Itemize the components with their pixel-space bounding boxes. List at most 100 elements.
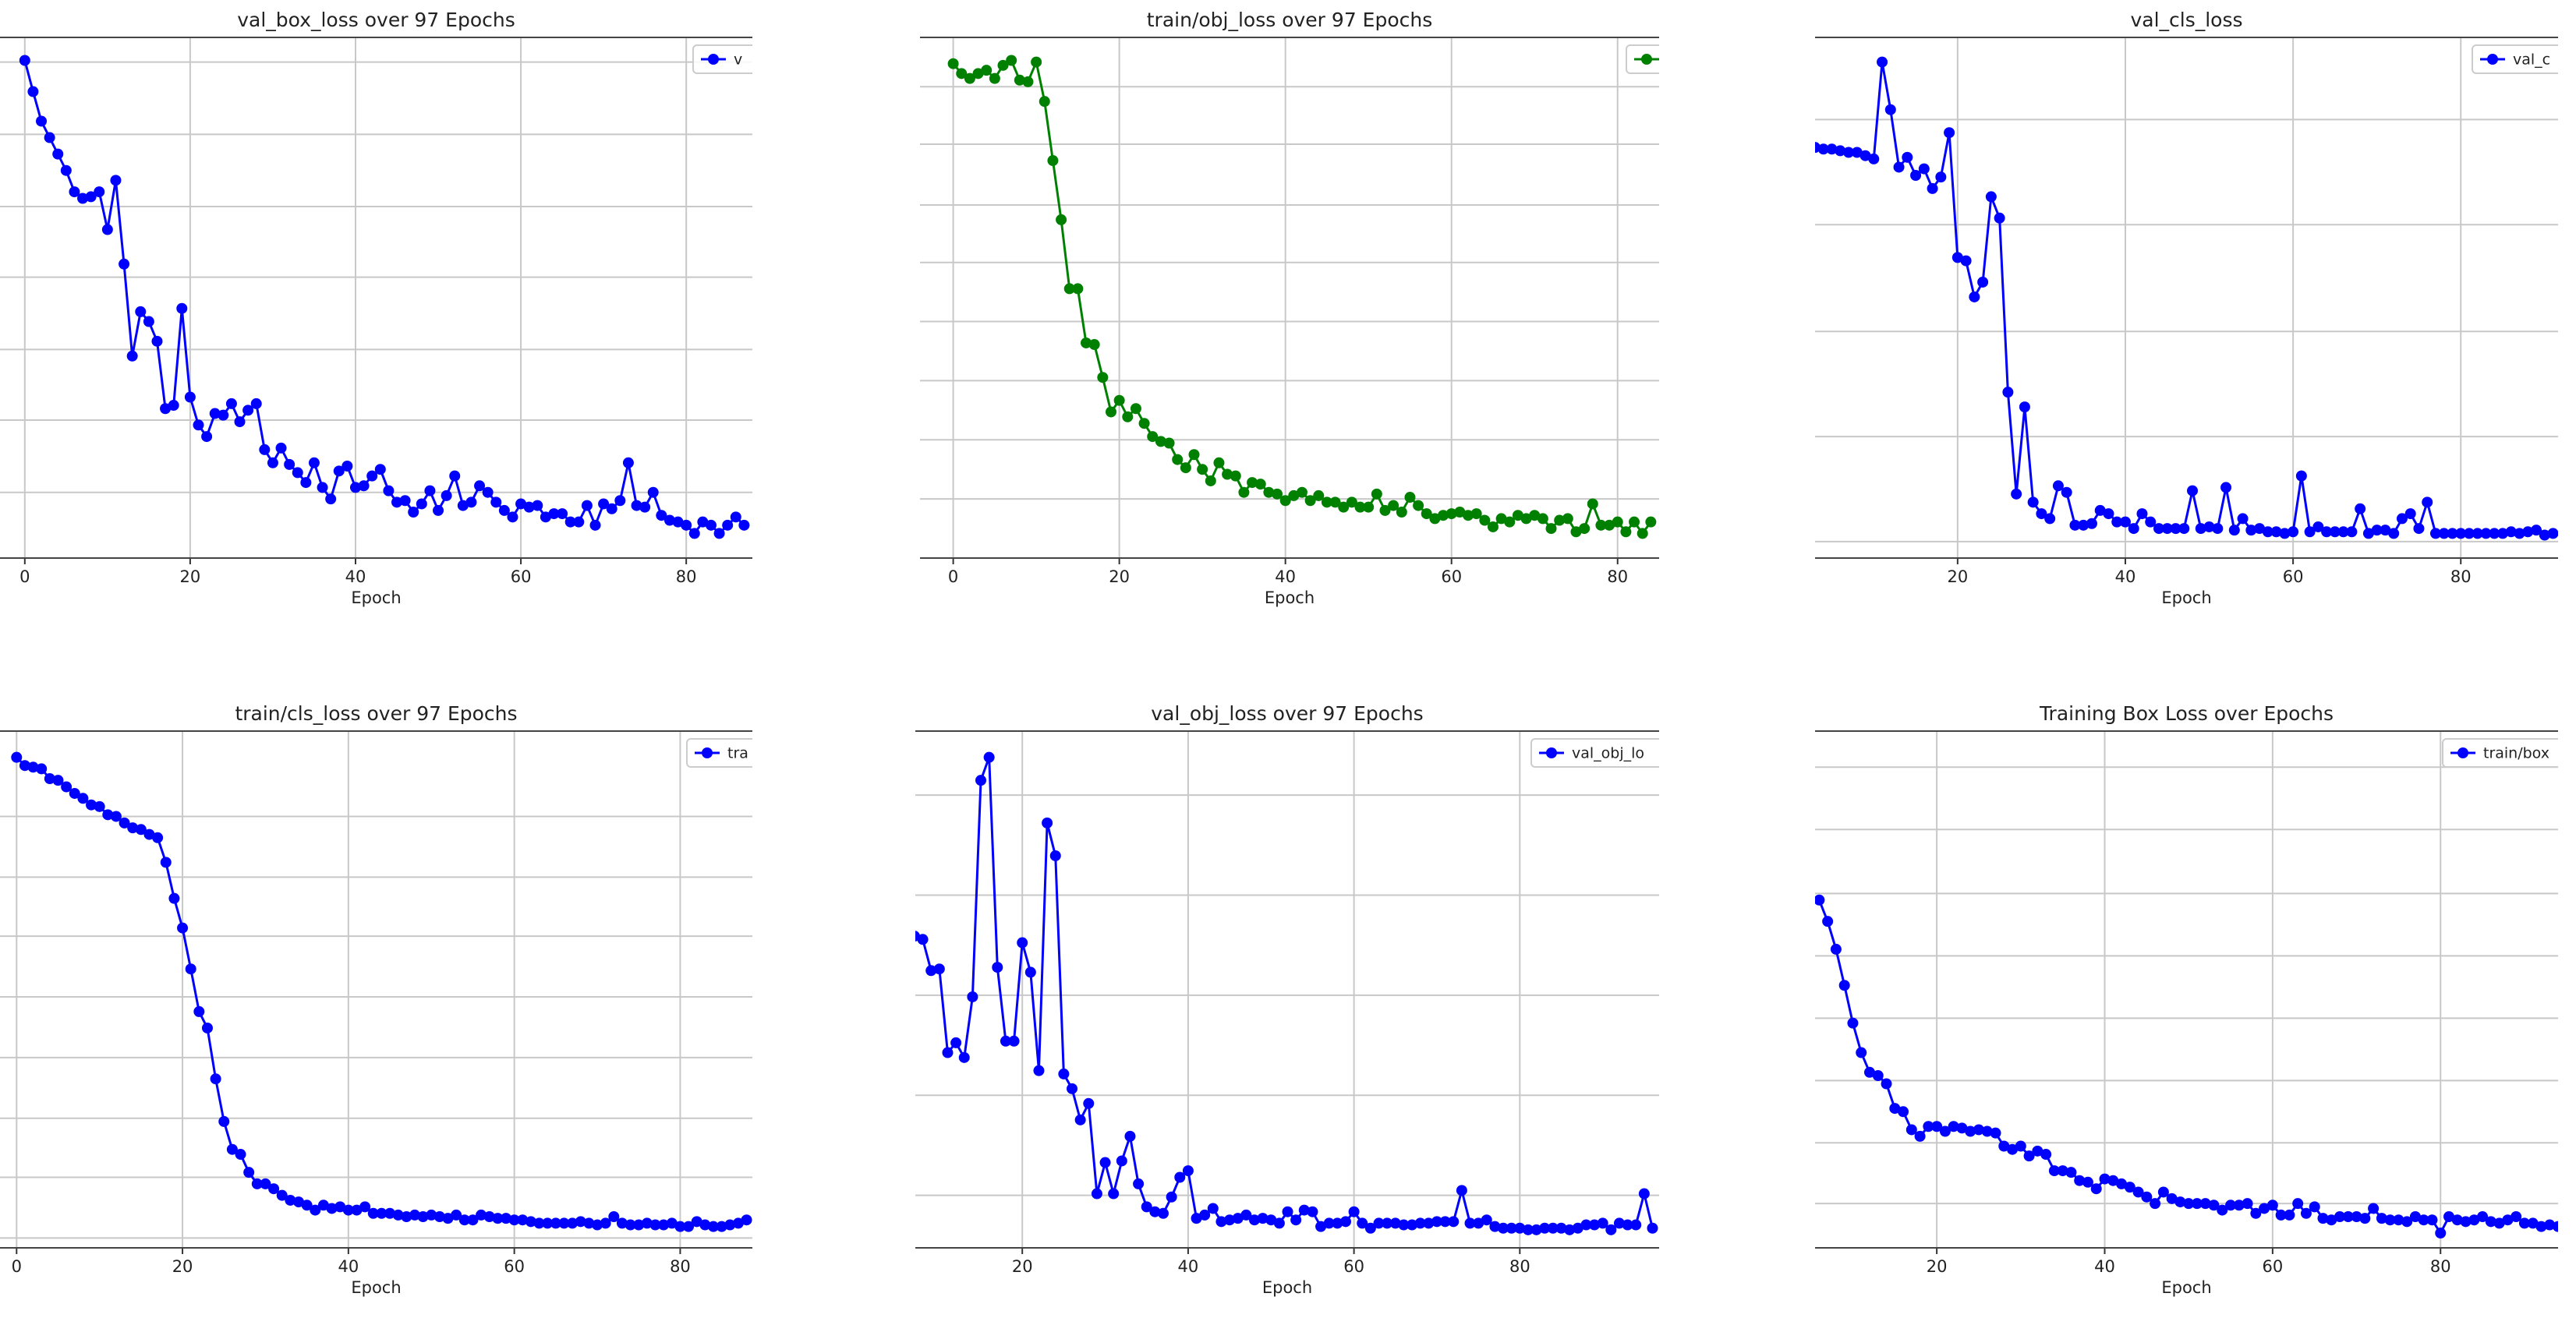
data-point <box>647 486 659 498</box>
data-point <box>705 519 717 531</box>
data-point <box>2245 525 2257 536</box>
data-point <box>293 1196 305 1208</box>
data-point <box>267 457 278 468</box>
data-point <box>250 398 262 409</box>
data-point <box>1398 1219 1410 1231</box>
legend-box <box>2442 738 2558 768</box>
x-tick-label: 0 <box>19 567 30 586</box>
data-point <box>1033 1065 1045 1076</box>
data-point <box>2007 1143 2019 1155</box>
data-point <box>359 1201 371 1213</box>
data-point <box>2477 1211 2489 1223</box>
data-point <box>1130 403 1141 415</box>
data-point <box>2119 516 2131 528</box>
data-point <box>1265 1214 1277 1226</box>
data-point <box>2388 528 2400 539</box>
data-point <box>1348 1206 1360 1217</box>
data-point <box>2203 521 2215 532</box>
data-point <box>1487 521 1499 532</box>
data-point <box>1951 252 1963 263</box>
data-point <box>1893 161 1905 173</box>
data-point <box>683 1221 695 1232</box>
data-point <box>184 391 196 403</box>
data-point <box>724 1219 736 1231</box>
data-point <box>2153 523 2165 535</box>
data-point <box>1555 1222 1567 1234</box>
data-point <box>1232 1213 1244 1224</box>
data-point <box>564 516 576 528</box>
data-point <box>399 495 411 507</box>
data-point <box>992 962 1003 973</box>
data-point <box>2266 1200 2278 1211</box>
data-point <box>1097 372 1109 383</box>
data-point <box>2309 1201 2320 1213</box>
data-point <box>691 1216 702 1228</box>
data-point <box>2225 1200 2237 1211</box>
data-point <box>2208 1200 2220 1211</box>
data-point <box>2429 528 2441 539</box>
data-point <box>2384 1214 2396 1226</box>
data-point <box>426 1209 437 1221</box>
data-point <box>2233 1200 2245 1211</box>
data-point <box>1056 214 1067 225</box>
data-point <box>2157 1186 2169 1198</box>
legend-label: tra <box>727 745 748 762</box>
legend-box <box>1530 738 1659 768</box>
chart-panel: val_cls_loss val_c 20 40 60 80 Epoch <box>1815 9 2558 607</box>
data-point <box>225 398 237 409</box>
data-point <box>2145 516 2157 528</box>
plot-area: val_obj_lo <box>915 731 1659 1248</box>
data-point <box>2019 401 2030 413</box>
data-point <box>958 1051 970 1063</box>
data-point <box>218 409 229 421</box>
data-point <box>2295 470 2307 482</box>
data-point <box>967 991 978 1002</box>
data-point <box>1939 1125 1951 1137</box>
data-point <box>2136 508 2148 520</box>
data-point <box>1830 943 1842 955</box>
data-point <box>1182 1165 1194 1177</box>
data-point <box>1965 1125 1976 1137</box>
legend-marker <box>2487 54 2498 65</box>
data-point <box>2326 1214 2337 1226</box>
chart-title: val_obj_loss over 97 Epochs <box>1151 702 1423 725</box>
data-point <box>300 477 312 489</box>
data-point <box>649 1219 661 1231</box>
data-point <box>1562 513 1573 525</box>
data-point <box>242 405 254 416</box>
x-tick-label: 80 <box>676 567 697 586</box>
data-point <box>1363 501 1375 513</box>
legend: val_c <box>2472 44 2558 74</box>
x-tick-label: 40 <box>2094 1257 2115 1276</box>
data-point <box>2191 1198 2203 1210</box>
data-point <box>1288 489 1300 501</box>
data-point <box>975 775 987 786</box>
data-point <box>2288 526 2299 538</box>
data-point <box>1868 153 1880 164</box>
data-point <box>2413 523 2425 535</box>
data-point <box>1338 501 1350 513</box>
data-point <box>2040 1149 2052 1161</box>
x-tick-label: 60 <box>511 567 532 586</box>
data-point <box>2553 1221 2558 1232</box>
data-point <box>1826 143 1838 155</box>
data-point <box>424 485 436 496</box>
data-point <box>177 922 189 934</box>
data-point <box>1597 1217 1608 1229</box>
data-point <box>1248 1214 1260 1226</box>
data-point <box>1230 470 1241 482</box>
data-point <box>52 775 64 786</box>
data-point <box>349 482 361 493</box>
data-point <box>2321 526 2333 538</box>
data-point <box>1463 510 1474 521</box>
data-point <box>36 763 48 775</box>
x-tick-label: 60 <box>1441 567 1462 586</box>
legend-marker <box>1641 54 1652 65</box>
data-point <box>592 1219 603 1231</box>
data-point <box>622 457 634 468</box>
data-point <box>1859 150 1871 161</box>
data-point <box>1969 291 1980 302</box>
data-point <box>27 761 39 773</box>
data-point <box>2061 486 2072 498</box>
